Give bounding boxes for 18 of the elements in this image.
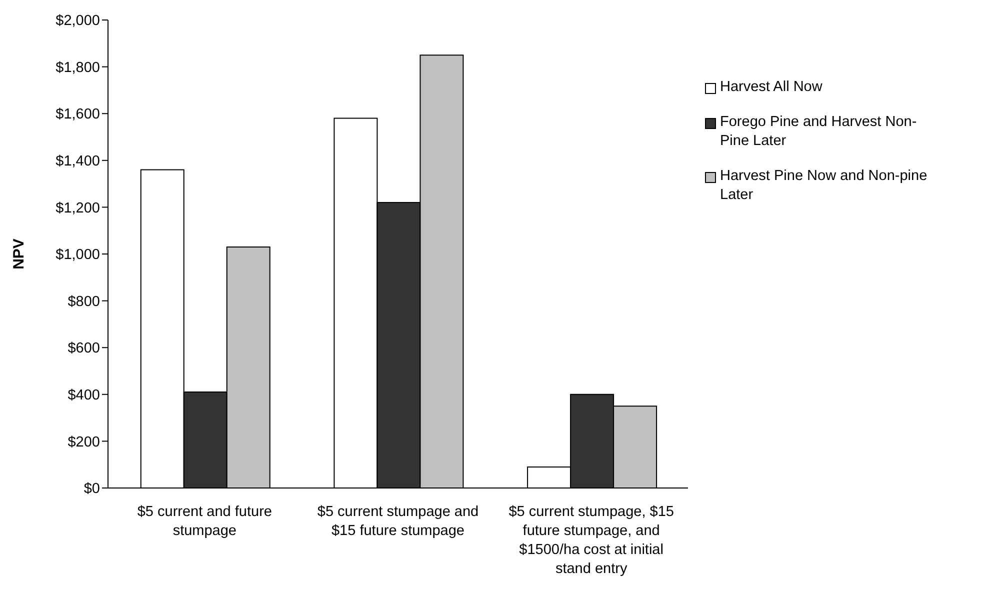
y-axis-title: NPV [10,238,28,270]
y-tick-label: $400 [68,388,100,404]
y-tick-label: $1,600 [56,106,100,123]
legend-label: Harvest Pine Now and Non-pine Later [720,167,928,205]
x-tick-label: $5 current stumpage and $15 future stumpage [317,504,479,539]
legend-label: Forego Pine and Harvest Non-Pine Later [720,113,918,151]
x-tick-label: $5 current and future stumpage [137,504,272,539]
x-tick-label: $5 current stumpage, $15 future stumpage, and $1500/ha cost at initial stand entry [508,504,674,577]
y-tick-label: $600 [68,340,100,357]
y-tick-label: $0 [84,481,100,498]
y-tick-label: $1,800 [56,60,100,76]
y-tick-label: $2,000 [56,13,100,30]
legend-label: Harvest All Now [720,78,824,97]
y-tick-label: $1,400 [56,154,100,170]
y-tick-label: $200 [68,434,100,450]
y-tick-label: $1,200 [56,200,100,216]
y-tick-label: $800 [68,294,100,310]
y-tick-label: $1,000 [56,247,100,264]
